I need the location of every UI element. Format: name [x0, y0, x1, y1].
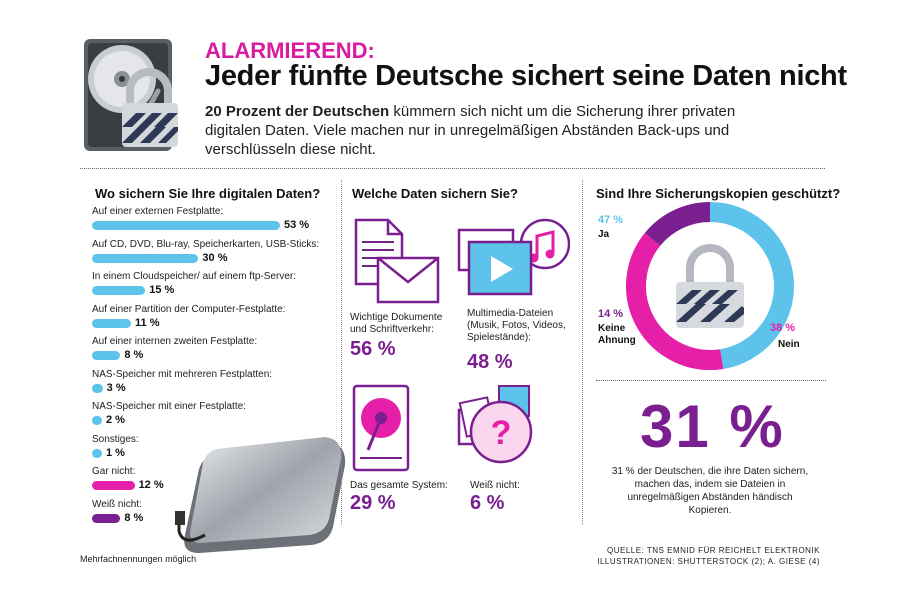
bar [92, 448, 102, 458]
bar [92, 383, 103, 393]
padlock-icon [676, 244, 744, 328]
bar-label: Auf CD, DVD, Blu-ray, Speicherkarten, US… [92, 238, 320, 250]
bar-label: NAS-Speicher mit einer Festplatte: [92, 401, 246, 412]
category-label-multimedia: Multimedia-Dateien (Musik, Fotos, Videos… [467, 308, 566, 343]
donut-label-keine-ahnung: Keine Ahnung [598, 323, 636, 346]
bar-label: Auf einer Partition der Computer-Festpla… [92, 303, 286, 315]
bar-value: 30 % [202, 251, 228, 264]
donut-pct-keine-ahnung: 14 % [598, 308, 624, 320]
category-label-unknown: Weiß nicht: [470, 480, 520, 491]
bar-value: 53 % [284, 219, 310, 231]
bar [92, 416, 102, 425]
bar-label: Sonstiges: [92, 433, 139, 445]
bar-label: Auf einer internen zweiten Festplatte: [92, 336, 258, 347]
bar [92, 513, 121, 523]
question-icon: ? [457, 385, 533, 464]
source-line-2: ILLUSTRATIONEN: SHUTTERSTOCK (2); A. GIE… [597, 557, 820, 566]
right-divider [596, 380, 826, 381]
bar-value: 2 % [106, 414, 125, 426]
category-value-multimedia: 48 % [467, 351, 513, 373]
bar [92, 318, 132, 328]
donut-title: Sind Ihre Sicherungskopien geschützt? [596, 186, 841, 201]
bar-value: 11 % [135, 316, 160, 329]
bar-chart: Auf einer externen Festplatte: 53 % Auf CD… [92, 206, 342, 536]
external-hard-drive-illustration [175, 437, 346, 553]
bar-label: NAS-Speicher mit mehreren Festplatten: [92, 368, 273, 380]
highlight-note: 31 % der Deutschen, die ihre Daten siche… [611, 466, 809, 516]
donut-slice [644, 202, 711, 246]
source-line-1: QUELLE: TNS EMNID FÜR REICHELT ELEKTRONI… [607, 546, 820, 555]
bar [92, 351, 121, 360]
bar [92, 221, 280, 230]
bar-label: Weiß nicht: [92, 498, 142, 510]
divider-right [582, 180, 583, 525]
svg-text:?: ? [491, 414, 512, 452]
category-value-unknown: 6 % [470, 492, 505, 514]
bar-chart-footnote: Mehrfachnennungen möglich [80, 554, 197, 564]
donut-slice [626, 233, 724, 370]
bar-value: 8 % [124, 349, 144, 361]
donut-slice [709, 202, 794, 369]
bar [92, 286, 146, 295]
multimedia-icon [457, 218, 570, 296]
bar-value: 8 % [124, 511, 144, 524]
bar-value: 15 % [149, 284, 175, 296]
donut-label-ja: Ja [598, 229, 610, 240]
category-value-documents: 56 % [350, 338, 396, 360]
data-types-title: Welche Daten sichern Sie? [352, 186, 518, 201]
bar-label: In einem Cloudspeicher/ auf einem ftp-Se… [92, 271, 296, 282]
intro-bold: 20 Prozent der Deutschen [205, 103, 390, 120]
hard-drive-icon [352, 384, 410, 472]
bar-chart-title: Wo sichern Sie Ihre digitalen Daten? [95, 186, 321, 201]
top-divider [80, 168, 825, 169]
bar-value: 12 % [138, 479, 164, 491]
category-value-system: 29 % [350, 492, 396, 514]
intro-rest: kümmern sich nicht um die Sicherung ihre… [205, 103, 736, 158]
divider-left [341, 180, 342, 525]
bar-value: 3 % [106, 381, 126, 394]
donut-label-nein: Nein [778, 339, 800, 350]
headline: Jeder fünfte Deutsche sichert seine Date… [205, 60, 847, 92]
bar-value: 1 % [106, 446, 125, 459]
donut-chart [626, 202, 794, 370]
bar [92, 253, 199, 263]
category-label-documents: Wichtige Dokumente und Schriftverkehr: [350, 312, 443, 335]
bar-label: Auf einer externen Festplatte: [92, 206, 224, 217]
kicker: ALARMIEREND: [205, 38, 375, 63]
donut-pct-nein: 38 % [770, 322, 796, 334]
bar [92, 481, 135, 490]
document-envelope-icon [354, 218, 440, 304]
intro-text: 20 Prozent der Deutschen kümmern sich ni… [205, 102, 785, 159]
highlight-percentage: 31 % [640, 393, 785, 460]
donut-pct-ja: 47 % [598, 214, 624, 226]
bar-label: Gar nicht: [92, 466, 136, 477]
category-label-system: Das gesamte System: [350, 480, 448, 491]
hard-drive-lock-illustration [84, 39, 178, 151]
